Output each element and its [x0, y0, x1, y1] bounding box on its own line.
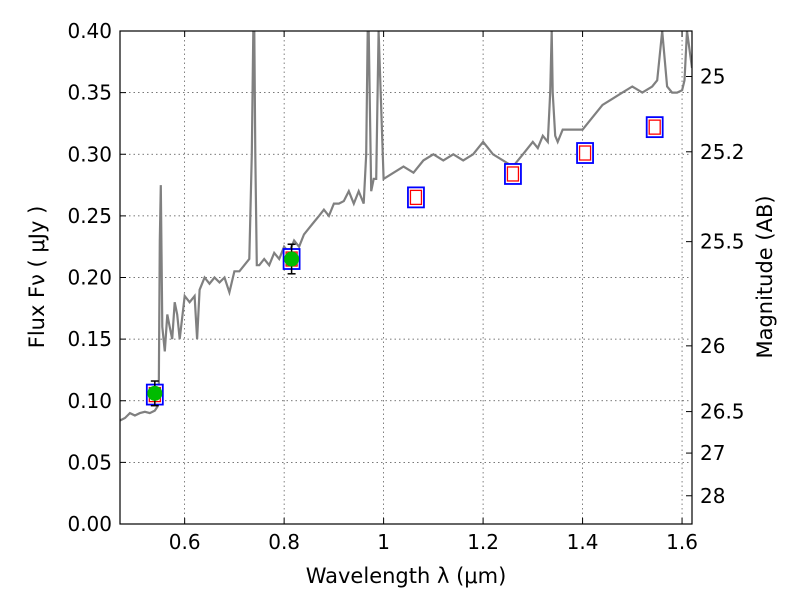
synthetic-photometry-box-inner — [506, 166, 520, 182]
series-layer — [120, 31, 692, 422]
y-tick-label: 0.00 — [67, 512, 112, 536]
observed-point — [147, 385, 163, 401]
synthetic-photometry-box — [645, 116, 664, 139]
y-tick-label: 0.40 — [67, 19, 112, 43]
y-tick-label: 0.35 — [67, 81, 112, 105]
model-sed-line — [120, 31, 692, 422]
x-tick-label: 1.6 — [666, 530, 698, 554]
y-tick-label: 0.05 — [67, 450, 112, 474]
right-tick-label: 25.2 — [700, 140, 745, 164]
synthetic-photometry-box-inner — [578, 145, 592, 161]
synthetic-photometry-box-inner — [648, 119, 661, 135]
right-tick-label: 27 — [700, 441, 725, 465]
y-tick-label: 0.15 — [67, 327, 112, 351]
x-tick-label: 1.4 — [567, 530, 599, 554]
x-tick-label: 1 — [377, 530, 390, 554]
x-axis-title: Wavelength λ (μm) — [306, 564, 507, 588]
x-tick-label: 1.2 — [467, 530, 499, 554]
x-tick-label: 0.8 — [268, 530, 300, 554]
right-axis-title: Magnitude (AB) — [753, 195, 777, 358]
right-tick-label: 25.5 — [700, 230, 745, 254]
x-tick-label: 0.6 — [169, 530, 201, 554]
y-tick-label: 0.10 — [67, 389, 112, 413]
y-tick-label: 0.20 — [67, 266, 112, 290]
right-tick-label: 28 — [700, 484, 725, 508]
observed-point — [284, 251, 300, 267]
y-tick-label: 0.30 — [67, 142, 112, 166]
synthetic-photometry-box — [576, 142, 594, 164]
y-tick-label: 0.25 — [67, 204, 112, 228]
right-tick-label: 26 — [700, 334, 725, 358]
right-tick-label: 26.5 — [700, 400, 745, 424]
y-axis-title: Flux Fν ( μJy ) — [25, 206, 49, 349]
right-tick-label: 25 — [700, 65, 725, 89]
tick-layer: 0.6 0.8 1 1.2 1.4 1.6 0.00 0.05 0.10 0.15 0.20 0.25… — [67, 19, 744, 554]
synthetic-photometry-box-inner — [409, 189, 423, 206]
synthetic-photometry-box — [407, 186, 425, 209]
synthetic-photometry-box — [504, 163, 522, 185]
